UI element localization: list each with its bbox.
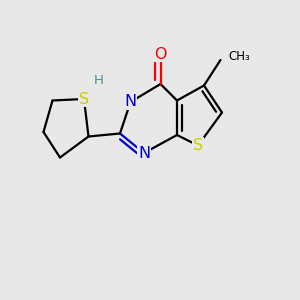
Text: CH₃: CH₃ [228, 50, 250, 64]
Text: N: N [124, 94, 136, 110]
Text: N: N [138, 146, 150, 160]
Text: S: S [193, 138, 203, 153]
Text: H: H [94, 74, 104, 88]
Text: O: O [154, 46, 167, 62]
Text: S: S [79, 92, 89, 106]
